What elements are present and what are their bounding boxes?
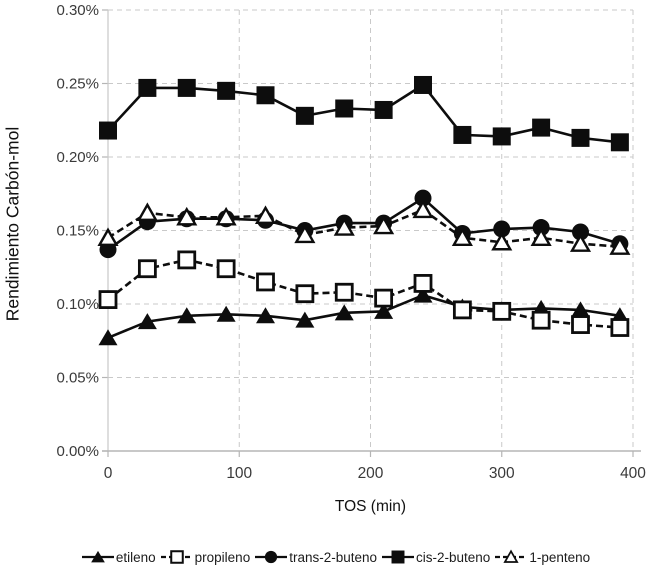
data-point-cis-2-buteno xyxy=(571,128,590,147)
data-point-1-penteno xyxy=(530,227,552,247)
data-point-1-penteno xyxy=(136,202,158,222)
data-point-cis-2-buteno xyxy=(414,75,432,94)
y-axis-tick-label: 0.25% xyxy=(56,76,99,93)
data-point-1-penteno xyxy=(451,227,473,247)
data-point-cis-2-buteno xyxy=(453,125,472,144)
legend-label: 1-penteno xyxy=(529,549,591,565)
data-point-propileno xyxy=(177,250,197,270)
x-axis-tick-label: 200 xyxy=(358,465,384,482)
data-point-1-penteno xyxy=(333,217,355,236)
data-point-1-penteno xyxy=(609,236,631,255)
data-point-trans-2-buteno xyxy=(414,189,432,207)
data-point-propileno xyxy=(492,301,512,321)
data-point-1-penteno xyxy=(569,233,592,252)
data-point-propileno xyxy=(256,272,275,292)
y-axis-tick-label: 0.10% xyxy=(56,296,99,313)
data-point-cis-2-buteno xyxy=(217,81,236,100)
legend-open-square-icon xyxy=(160,550,193,564)
data-point-1-penteno xyxy=(412,199,434,219)
data-point-etileno xyxy=(571,301,590,318)
data-point-cis-2-buteno xyxy=(256,86,275,105)
legend-filled-triangle-icon xyxy=(81,550,114,563)
legend-marker-glyph xyxy=(503,549,519,563)
legend-item-trans-2-buteno: trans-2-buteno xyxy=(254,548,377,566)
data-point-cis-2-buteno xyxy=(532,118,551,137)
data-point-etileno xyxy=(413,286,433,303)
data-point-cis-2-buteno xyxy=(295,106,314,125)
legend-item-propileno: propileno xyxy=(160,548,251,566)
legend-label: propileno xyxy=(194,549,251,565)
data-point-propileno xyxy=(413,274,433,293)
legend-label: etileno xyxy=(115,549,156,565)
series-line-etileno xyxy=(107,293,621,340)
legend-item-1-penteno: 1-penteno xyxy=(494,548,590,566)
x-axis-tick-label: 400 xyxy=(620,465,646,482)
data-point-propileno xyxy=(374,288,394,308)
data-point-trans-2-buteno xyxy=(572,223,589,241)
y-axis-tick-label: 0.15% xyxy=(56,223,99,240)
x-axis-tick-label: 100 xyxy=(226,465,252,482)
legend-marker-glyph xyxy=(169,550,184,564)
data-point-etileno xyxy=(216,305,236,322)
data-point-cis-2-buteno xyxy=(492,127,511,146)
legend-label: trans-2-buteno xyxy=(289,549,378,565)
data-point-1-penteno xyxy=(373,215,395,235)
legend-marker-glyph xyxy=(265,550,278,564)
series-cis-2-buteno xyxy=(99,75,629,152)
data-point-cis-2-buteno xyxy=(177,78,196,97)
y-axis-title: Rendimiento Carbón-mol xyxy=(2,126,23,322)
data-point-propileno xyxy=(571,315,590,334)
legend-filled-circle-icon xyxy=(255,550,288,564)
data-point-1-penteno xyxy=(176,206,198,226)
data-point-propileno xyxy=(216,259,236,279)
legend-item-cis-2-buteno: cis-2-buteno xyxy=(381,548,490,566)
data-point-propileno xyxy=(610,318,630,337)
series-propileno xyxy=(98,250,630,337)
data-point-etileno xyxy=(334,304,354,321)
data-point-etileno xyxy=(177,307,197,324)
series-line-1-penteno xyxy=(107,208,620,248)
data-point-cis-2-buteno xyxy=(99,121,117,140)
data-point-etileno xyxy=(98,329,118,346)
legend-item-etileno: etileno xyxy=(81,548,156,566)
y-axis-tick-label: 0.05% xyxy=(56,370,99,387)
data-point-1-penteno xyxy=(294,224,316,244)
legend-label: cis-2-buteno xyxy=(416,549,491,565)
data-point-propileno xyxy=(137,259,157,279)
y-axis-tick-label: 0.00% xyxy=(56,443,99,460)
data-point-propileno xyxy=(98,290,118,309)
legend-open-triangle-icon xyxy=(495,549,528,563)
data-point-propileno xyxy=(295,284,315,304)
legend-marker-glyph xyxy=(91,550,105,563)
data-point-1-penteno xyxy=(254,205,277,225)
series-1-penteno xyxy=(97,199,631,255)
y-axis-tick-label: 0.20% xyxy=(56,149,99,166)
data-point-1-penteno xyxy=(491,231,513,251)
x-axis-tick-label: 0 xyxy=(104,465,113,482)
data-point-etileno xyxy=(295,311,315,328)
data-point-1-penteno xyxy=(215,206,237,226)
y-axis-tick-label: 0.30% xyxy=(56,2,99,19)
data-point-cis-2-buteno xyxy=(138,78,157,97)
x-axis-title: TOS (min) xyxy=(334,498,407,515)
legend-marker-glyph xyxy=(391,550,405,564)
data-point-cis-2-buteno xyxy=(335,99,354,118)
x-axis-tick-label: 300 xyxy=(489,465,515,482)
chart-legend: etileno propileno trans-2-buteno cis-2-bute… xyxy=(0,545,671,569)
data-point-cis-2-buteno xyxy=(374,100,393,119)
data-point-propileno xyxy=(334,282,354,302)
data-point-etileno xyxy=(374,302,394,319)
data-point-propileno xyxy=(531,310,551,330)
data-point-1-penteno xyxy=(97,227,119,247)
data-point-trans-2-buteno xyxy=(493,220,511,238)
data-point-etileno xyxy=(256,307,275,324)
data-point-cis-2-buteno xyxy=(610,133,629,152)
data-point-etileno xyxy=(137,313,157,330)
data-point-propileno xyxy=(452,300,472,320)
legend-filled-square-icon xyxy=(382,550,415,564)
